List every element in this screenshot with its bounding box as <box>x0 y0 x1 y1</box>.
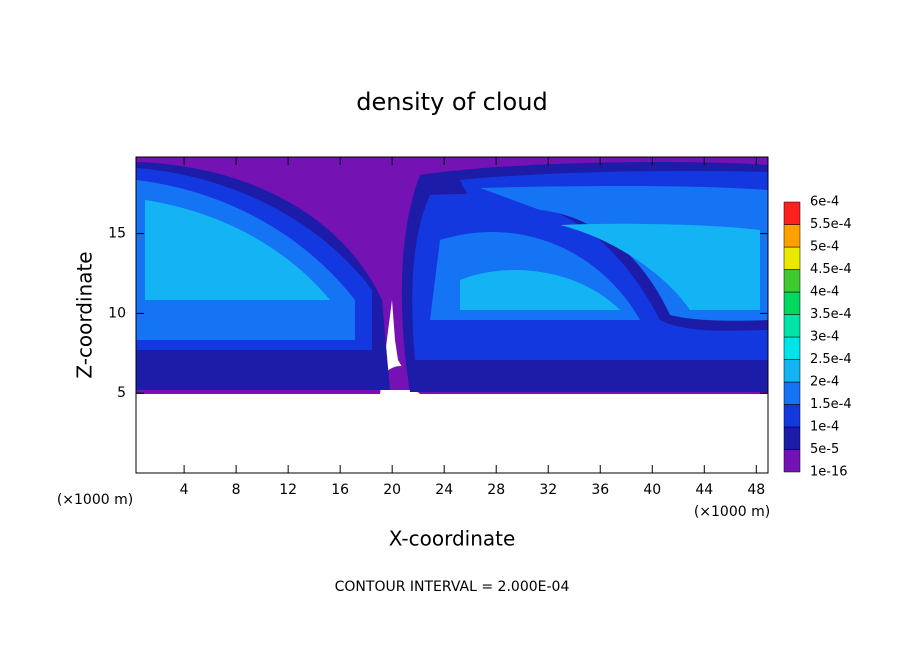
colorbar-box <box>783 336 801 360</box>
x-axis-label: X-coordinate <box>389 527 516 551</box>
x-tick-label: 32 <box>539 482 557 498</box>
chart-title: density of cloud <box>356 88 547 116</box>
plot-frame <box>135 156 769 474</box>
x-tick-label: 4 <box>180 482 189 498</box>
colorbar-box <box>783 449 801 473</box>
y-unit: (×1000 m) <box>57 492 133 508</box>
colorbar-box <box>783 269 801 293</box>
x-tick-label: 20 <box>383 482 401 498</box>
x-tick-label: 8 <box>232 482 241 498</box>
colorbar-label: 2.5e-4 <box>810 352 852 367</box>
colorbar-box <box>783 291 801 315</box>
colorbar-label: 3.5e-4 <box>810 307 852 322</box>
x-tick-label: 48 <box>747 482 765 498</box>
contour-band <box>460 270 620 310</box>
y-tick-label: 15 <box>108 226 126 242</box>
colorbar-label: 3e-4 <box>810 330 839 345</box>
colorbar-label: 1e-16 <box>810 465 848 480</box>
colorbar-box <box>783 201 801 225</box>
colorbar-label: 5e-5 <box>810 442 839 457</box>
y-axis-label: Z-coordinate <box>73 251 97 378</box>
colorbar-label: 1e-4 <box>810 420 839 435</box>
colorbar-box <box>783 404 801 428</box>
colorbar-label: 5.5e-4 <box>810 217 852 232</box>
y-tick-label: 5 <box>117 385 126 401</box>
x-tick-label: 12 <box>279 482 297 498</box>
x-tick-label: 40 <box>643 482 661 498</box>
contour-band <box>386 366 414 390</box>
colorbar-label: 5e-4 <box>810 240 839 255</box>
colorbar-box <box>783 381 801 405</box>
x-tick-label: 28 <box>487 482 505 498</box>
x-tick-label: 36 <box>591 482 609 498</box>
x-tick-label: 44 <box>695 482 713 498</box>
contour-band <box>560 223 760 310</box>
colorbar-box <box>783 426 801 450</box>
colorbar-box <box>783 359 801 383</box>
colorbar-label: 2e-4 <box>810 375 839 390</box>
y-tick-label: 10 <box>108 305 126 321</box>
x-tick-label: 24 <box>435 482 453 498</box>
contour-note: CONTOUR INTERVAL = 2.000E-04 <box>335 579 570 595</box>
colorbar-box <box>783 246 801 270</box>
contour-field <box>136 157 768 394</box>
colorbar-label: 4.5e-4 <box>810 262 852 277</box>
colorbar-box <box>783 224 801 248</box>
x-tick-label: 16 <box>331 482 349 498</box>
colorbar-label: 4e-4 <box>810 285 839 300</box>
colorbar-label: 1.5e-4 <box>810 397 852 412</box>
contour-band <box>145 200 330 300</box>
colorbar-box <box>783 314 801 338</box>
colorbar-label: 6e-4 <box>810 195 839 210</box>
x-unit: (×1000 m) <box>694 504 770 520</box>
